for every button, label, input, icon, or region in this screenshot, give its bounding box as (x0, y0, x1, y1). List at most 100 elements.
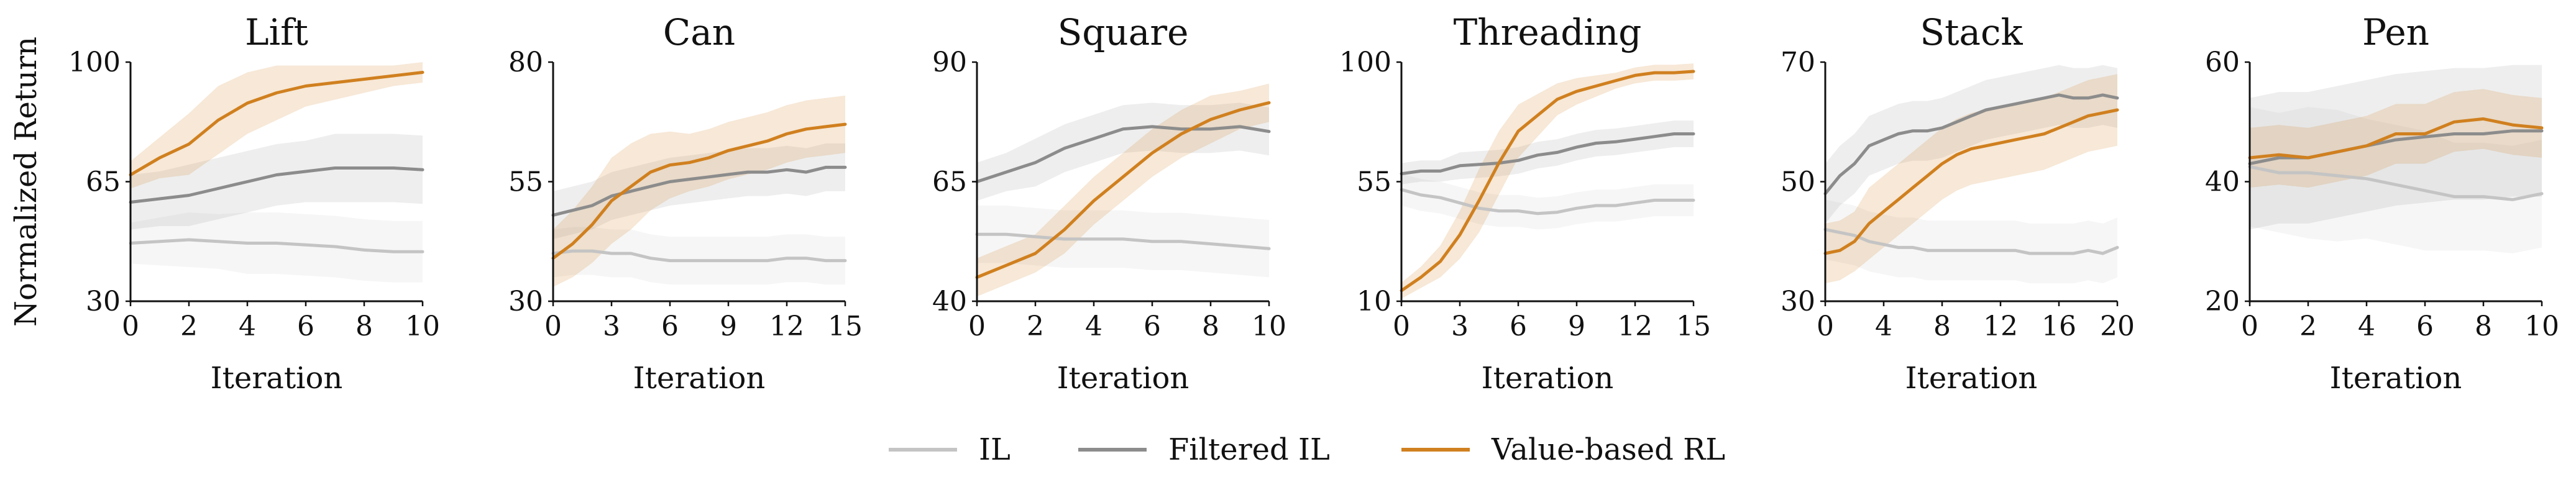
band-value-based-rl (131, 62, 423, 189)
line-filtered-il (1823, 93, 2119, 196)
panel-title: Stack (1920, 11, 2023, 53)
x-tick-label: 4 (1875, 311, 1892, 342)
x-tick-label: 2 (180, 311, 198, 342)
line-il (1823, 228, 2119, 255)
x-tick-label: 10 (405, 311, 440, 342)
x-tick-label: 12 (1618, 311, 1652, 342)
panel-can: Can 30 55 80 0 3 6 9 12 15 Iteration (508, 11, 863, 396)
x-axis-label: Iteration (633, 361, 766, 396)
x-tick-label: 0 (2241, 311, 2258, 342)
band-il (2250, 107, 2542, 253)
line-filtered-il (551, 165, 847, 217)
band-il (977, 206, 1269, 278)
y-tick-label: 90 (932, 47, 967, 78)
panel-stack: Stack 30 50 70 0 4 8 12 16 20 Iteration (1781, 11, 2135, 396)
y-tick-label: 30 (1781, 286, 1815, 317)
band-il (553, 227, 845, 285)
band-il (131, 212, 423, 283)
y-tick-label: 55 (1357, 166, 1391, 198)
x-tick-label: 12 (769, 311, 804, 342)
x-tick-label: 8 (355, 311, 373, 342)
x-tick-label: 8 (2475, 311, 2492, 342)
line-value-based-rl (2248, 117, 2544, 160)
x-tick-label: 0 (968, 311, 986, 342)
x-tick-label: 0 (544, 311, 562, 342)
x-tick-label: 8 (1202, 311, 1219, 342)
band-filtered-il (1825, 65, 2117, 224)
y-tick-label: 10 (1357, 286, 1391, 317)
x-axis-label: Iteration (1905, 361, 2038, 396)
x-tick-label: 4 (239, 311, 256, 342)
band-value-based-rl (1825, 74, 2117, 284)
x-tick-label: 9 (720, 311, 737, 342)
y-tick-label: 65 (86, 166, 121, 198)
x-tick-label: 6 (2416, 311, 2434, 342)
x-tick-label: 10 (1252, 311, 1286, 342)
band-filtered-il (131, 134, 423, 230)
y-tick-label: 40 (2205, 166, 2240, 198)
x-tick-label: 12 (1983, 311, 2018, 342)
x-tick-label: 9 (1568, 311, 1585, 342)
line-value-based-rl (551, 122, 847, 260)
y-tick-label: 100 (68, 47, 121, 78)
x-axis-label: Iteration (2330, 361, 2462, 396)
x-tick-label: 4 (2358, 311, 2375, 342)
panel-title: Threading (1454, 11, 1642, 53)
x-tick-label: 6 (1144, 311, 1161, 342)
legend-item-filtered-il: Filtered IL (1078, 432, 1330, 467)
y-tick-label: 80 (508, 47, 543, 78)
y-tick-label: 50 (1781, 166, 1815, 198)
y-axis-label: Normalized Return (9, 37, 44, 327)
line-value-based-rl (1400, 70, 1695, 293)
x-tick-label: 3 (1451, 311, 1469, 342)
y-tick-label: 30 (86, 286, 121, 317)
line-il (1400, 188, 1695, 216)
legend-label: Value-based RL (1491, 432, 1725, 467)
line-il (551, 249, 847, 263)
y-tick-label: 65 (932, 166, 967, 198)
x-tick-label: 2 (1027, 311, 1044, 342)
band-filtered-il (2250, 65, 2542, 230)
y-tick-label: 40 (932, 286, 967, 317)
x-axis-label: Iteration (1057, 361, 1189, 396)
line-filtered-il (129, 166, 424, 204)
band-filtered-il (553, 143, 845, 239)
x-tick-label: 3 (603, 311, 620, 342)
legend-label: IL (979, 432, 1011, 467)
y-tick-label: 60 (2205, 47, 2240, 78)
x-tick-label: 6 (1510, 311, 1527, 342)
band-value-based-rl (1401, 63, 1694, 299)
y-tick-label: 30 (508, 286, 543, 317)
legend-item-value-based-rl: Value-based RL (1401, 432, 1725, 467)
x-tick-label: 15 (1676, 311, 1711, 342)
x-tick-label: 15 (828, 311, 863, 342)
x-tick-label: 0 (1817, 311, 1834, 342)
panel-title: Pen (2362, 11, 2429, 53)
y-tick-label: 70 (1781, 47, 1815, 78)
line-value-based-rl (1823, 108, 2119, 255)
line-value-based-rl (129, 71, 424, 176)
y-tick-label: 20 (2205, 286, 2240, 317)
legend: IL Filtered IL Value-based RL (889, 432, 1725, 467)
line-filtered-il (975, 125, 1271, 183)
band-value-based-rl (553, 95, 845, 287)
x-tick-label: 6 (297, 311, 314, 342)
line-il (129, 238, 424, 253)
x-tick-label: 20 (2100, 311, 2135, 342)
line-value-based-rl (975, 101, 1271, 279)
x-tick-label: 0 (1393, 311, 1410, 342)
x-axis-label: Iteration (1482, 361, 1614, 396)
panel-lift: Lift 30 65 100 0 2 4 6 8 10 Iteration (68, 11, 440, 396)
x-tick-label: 4 (1085, 311, 1102, 342)
line-il (2248, 165, 2544, 201)
x-tick-label: 10 (2524, 311, 2559, 342)
band-il (1401, 173, 1694, 230)
panel-title: Can (663, 11, 735, 53)
panel-title: Square (1058, 11, 1189, 53)
band-il (1825, 199, 2117, 284)
panel-pen: Pen 20 40 60 0 2 4 6 8 10 Iteration (2205, 11, 2559, 396)
x-tick-label: 16 (2042, 311, 2076, 342)
legend-item-il: IL (889, 432, 1011, 467)
